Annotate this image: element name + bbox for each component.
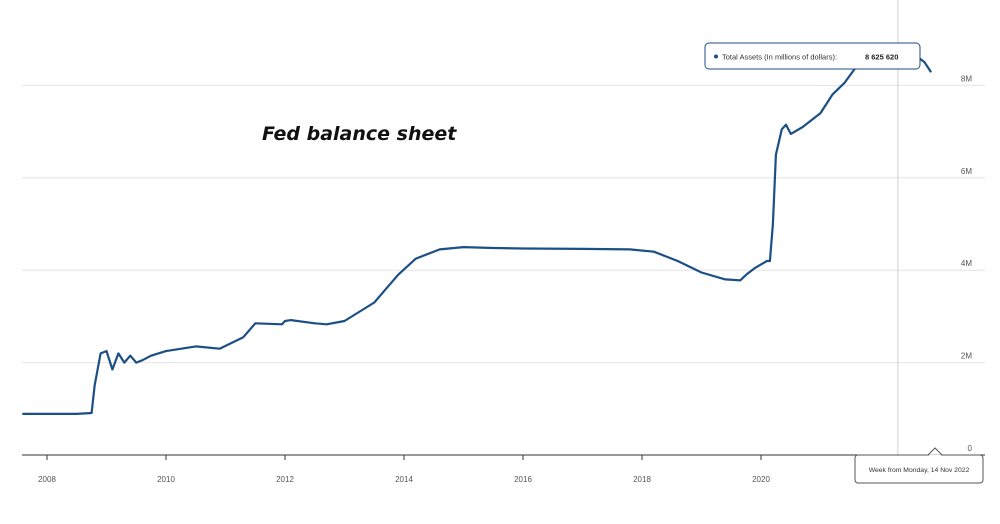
value-tooltip-box <box>704 42 921 70</box>
grid-lines <box>22 84 985 364</box>
value-tooltip-bullet <box>714 54 718 59</box>
chart-title: Fed balance sheet <box>262 123 457 145</box>
x-tick-label: 2014 <box>395 475 413 484</box>
x-tick-label: 2018 <box>633 475 651 484</box>
x-tick-label: 2010 <box>157 475 175 484</box>
date-tooltip-box <box>854 454 984 484</box>
date-tooltip-pointer <box>927 447 943 456</box>
date-tooltip-text: Week from Monday, 14 Nov 2022 <box>869 467 970 474</box>
y-axis-ticks: 0 2M 4M 6M 8M <box>961 74 973 453</box>
y-tick-label: 6M <box>961 167 972 176</box>
x-tick-label: 2008 <box>38 475 56 484</box>
series-layer <box>22 42 932 415</box>
x-axis-ticks: 2008 2010 2012 2014 2016 2018 2020 <box>38 455 770 484</box>
y-tick-label: 0 <box>968 444 973 453</box>
series-line-total-assets <box>22 42 932 415</box>
x-tick-label: 2016 <box>514 475 532 484</box>
value-tooltip-label: Total Assets (In millions of dollars): <box>722 53 837 62</box>
x-tick-label: 2012 <box>276 475 294 484</box>
value-tooltip-value: 8 625 620 <box>865 53 898 62</box>
value-tooltip: Total Assets (In millions of dollars): 8… <box>704 42 921 70</box>
y-tick-label: 4M <box>961 259 972 268</box>
date-tooltip: Week from Monday, 14 Nov 2022 <box>854 447 984 484</box>
y-tick-label: 8M <box>961 74 972 83</box>
y-tick-label: 2M <box>961 352 972 361</box>
x-tick-label: 2020 <box>752 475 770 484</box>
